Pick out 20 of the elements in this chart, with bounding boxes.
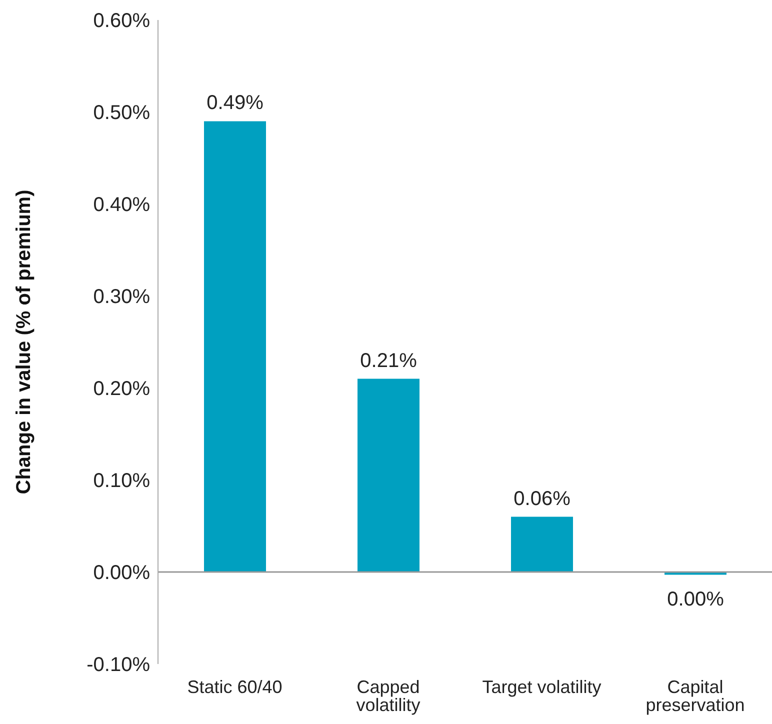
x-tick-label: Static 60/40 <box>187 676 282 697</box>
y-tick-label: 0.40% <box>93 194 150 216</box>
y-tick-label: 0.10% <box>93 470 150 492</box>
data-label: 0.06% <box>514 488 571 510</box>
data-label: 0.00% <box>667 588 724 611</box>
bar <box>511 516 573 572</box>
y-tick-label: 0.60% <box>93 10 150 32</box>
y-tick-label: 0.30% <box>93 286 150 308</box>
y-tick-label: 0.50% <box>93 102 150 124</box>
y-tick-label: -0.10% <box>86 654 150 676</box>
y-tick-label: 0.00% <box>93 562 150 584</box>
data-label: 0.49% <box>206 92 264 114</box>
y-axis-title: Change in value (% of premium) <box>13 190 36 494</box>
x-tick-label: Target volatility <box>482 676 602 697</box>
y-tick-label: 0.20% <box>93 378 150 400</box>
bar <box>358 378 420 572</box>
x-tick-label: Capital preservation <box>646 676 745 715</box>
x-tick-label: Capped volatility <box>356 676 420 715</box>
data-label: 0.21% <box>360 350 418 372</box>
bar <box>204 121 266 572</box>
